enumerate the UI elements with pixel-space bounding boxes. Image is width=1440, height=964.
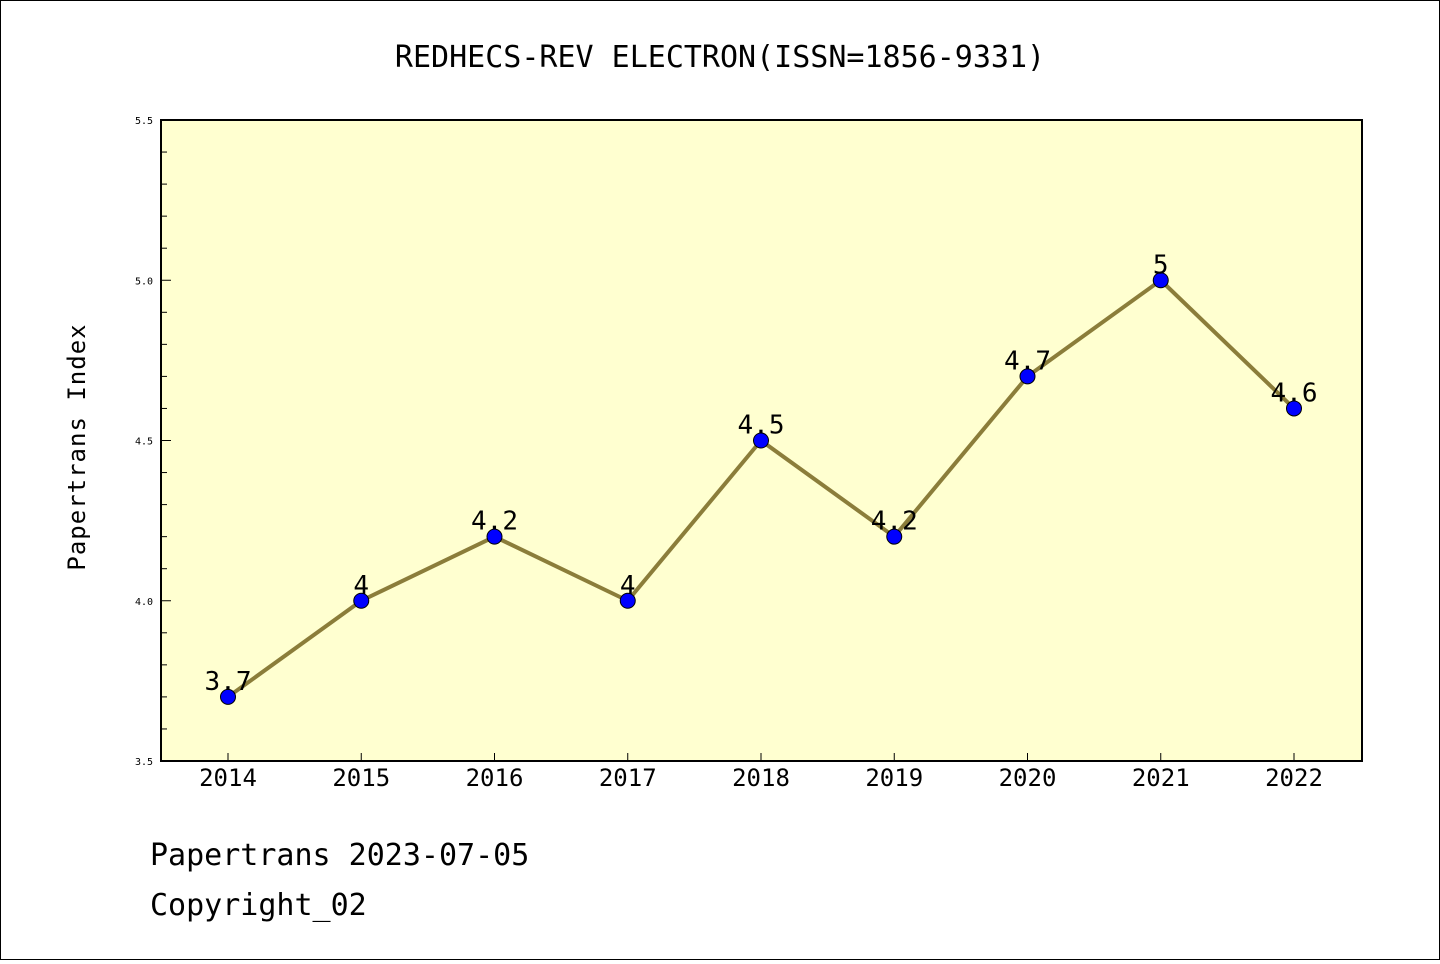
data-label: 4.7 — [1004, 346, 1051, 376]
x-axis: 2014 2015 2016 2017 2018 2019 2020 2021 2022 — [199, 753, 1323, 792]
y-tick-label: 3.5 — [135, 757, 153, 768]
series-line-group — [220, 272, 1302, 705]
x-tick-label: 2014 — [199, 764, 257, 792]
data-point-marker — [1152, 272, 1169, 289]
y-axis-label: Papertrans Index — [63, 323, 91, 570]
x-tick-label: 2021 — [1132, 764, 1190, 792]
y-tick-label: 5.0 — [135, 276, 153, 287]
data-point-marker — [1019, 368, 1036, 385]
data-point-marker — [619, 592, 636, 609]
footer-copyright-text: Copyright_02 — [150, 888, 367, 923]
data-label: 4 — [353, 571, 369, 601]
data-point-marker — [1286, 400, 1302, 417]
data-label: 5 — [1153, 250, 1169, 280]
footer-date-text: Papertrans 2023-07-05 — [150, 838, 529, 873]
data-point-marker — [886, 528, 903, 545]
y-axis: 3.5 4.0 4.5 5.0 5.5 — [135, 116, 171, 768]
x-tick-label: 2017 — [599, 764, 657, 792]
x-tick-label: 2020 — [999, 764, 1057, 792]
data-label: 4.2 — [471, 507, 518, 537]
y-tick-label: 4.5 — [135, 437, 153, 448]
x-tick-label: 2016 — [466, 764, 524, 792]
x-tick-label: 2019 — [865, 764, 923, 792]
data-point-marker — [220, 688, 236, 705]
data-label: 4 — [620, 571, 636, 601]
data-point-marker — [753, 432, 769, 449]
data-label: 4.5 — [738, 411, 785, 441]
y-tick-label: 5.5 — [135, 116, 153, 127]
data-label: 3.7 — [205, 667, 252, 697]
x-tick-label: 2022 — [1265, 764, 1323, 792]
data-label: 4.6 — [1271, 378, 1318, 408]
y-tick-label: 4.0 — [135, 597, 153, 608]
data-point-marker — [353, 592, 370, 609]
data-point-marker — [486, 528, 503, 545]
data-label: 4.2 — [871, 507, 918, 537]
chart-title: REDHECS-REV ELECTRON(ISSN=1856-9331) — [395, 40, 1045, 75]
x-tick-label: 2018 — [732, 764, 790, 792]
x-tick-label: 2015 — [332, 764, 390, 792]
data-label-group: 3.7 4 4.2 4 4.5 4.2 4.7 5 4.6 — [205, 250, 1318, 697]
